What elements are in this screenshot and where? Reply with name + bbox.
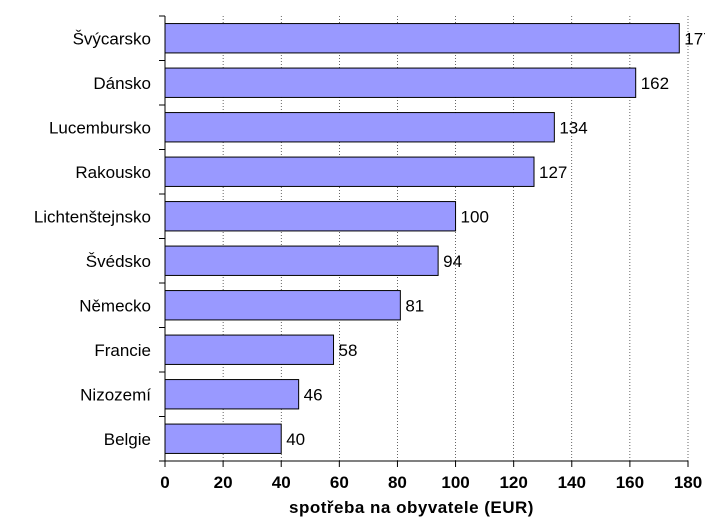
- bar: [164, 290, 401, 321]
- bar: [164, 201, 457, 232]
- bar: [164, 67, 637, 98]
- x-tick-label: 40: [272, 473, 291, 492]
- x-tick-label: 80: [388, 473, 407, 492]
- bar: [164, 334, 335, 365]
- x-tick-label: 60: [330, 473, 349, 492]
- axes: [164, 16, 688, 462]
- category-label: Švédsko: [86, 252, 151, 271]
- category-label: Lucembursko: [49, 118, 151, 137]
- value-label: 81: [405, 296, 424, 315]
- category-label: Nizozemí: [80, 385, 151, 404]
- category-label: Německo: [79, 296, 151, 315]
- category-label: Rakousko: [75, 163, 151, 182]
- value-label: 94: [443, 252, 462, 271]
- bar: [164, 156, 535, 187]
- x-tick-label: 20: [214, 473, 233, 492]
- value-label: 40: [286, 430, 305, 449]
- x-tick-label: 140: [558, 473, 586, 492]
- category-label: Dánsko: [93, 74, 151, 93]
- value-label: 100: [461, 207, 489, 226]
- bars: [164, 23, 680, 454]
- value-label: 162: [641, 74, 669, 93]
- value-labels: 177 162 134 127 100 94 81 58 46 40: [286, 29, 705, 449]
- bar: [164, 423, 282, 454]
- bar: [164, 245, 439, 276]
- x-tick-label: 160: [616, 473, 644, 492]
- gridlines: [159, 15, 689, 467]
- x-tick-label: 120: [499, 473, 527, 492]
- value-label: 127: [539, 163, 567, 182]
- category-labels: Švýcarsko Dánsko Lucembursko Rakousko Lichte…: [34, 29, 151, 449]
- x-tick-label: 180: [674, 473, 702, 492]
- x-tick-labels: 0 20 40 60 80 100 120 140 160 180: [160, 473, 702, 492]
- category-label: Francie: [94, 341, 151, 360]
- category-label: Lichtenštejnsko: [34, 207, 151, 226]
- x-axis-title: spotřeba na obyvatele (EUR): [289, 498, 534, 517]
- value-label: 58: [339, 341, 358, 360]
- bar: [164, 379, 300, 410]
- bar: [164, 23, 680, 54]
- x-tick-label: 0: [160, 473, 169, 492]
- x-tick-label: 100: [441, 473, 469, 492]
- value-label: 177: [684, 29, 705, 48]
- category-label: Belgie: [104, 430, 151, 449]
- value-label: 46: [304, 385, 323, 404]
- bar: [164, 112, 555, 143]
- category-label: Švýcarsko: [73, 29, 151, 48]
- value-label: 134: [559, 118, 587, 137]
